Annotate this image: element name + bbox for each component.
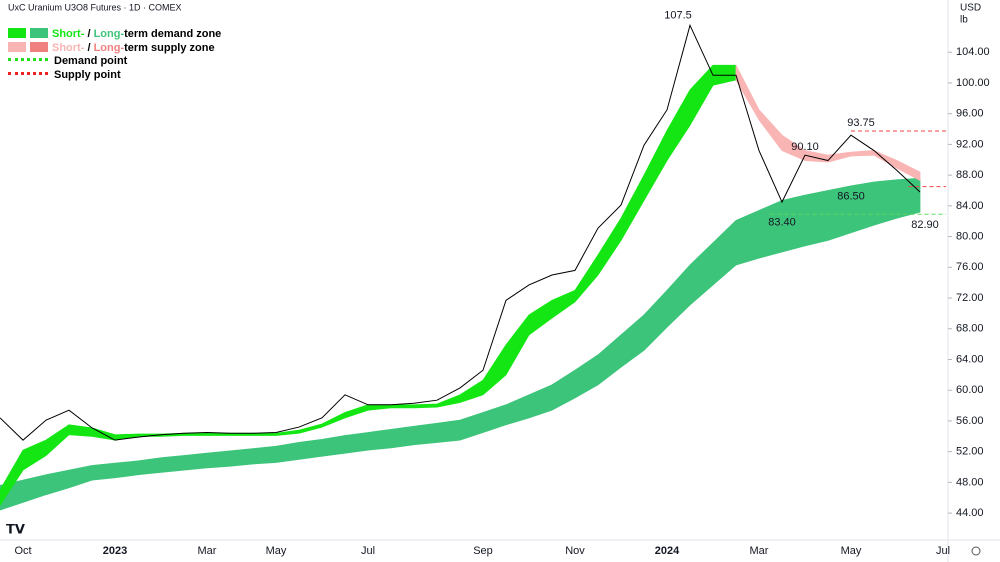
legend-swatch [30,28,48,38]
legend-swatch [8,71,48,75]
legend-text: / [84,41,94,54]
legend-text: term demand zone [124,28,222,40]
y-tick-label: 76.00 [956,261,984,273]
y-tick-label: 48.00 [956,476,984,488]
x-tick-label: 2023 [103,545,127,557]
x-tick-label: Mar [750,545,769,557]
legend-swatch [8,28,26,38]
zone-band [0,177,921,511]
legend-text: Supply point [54,68,121,81]
y-tick-label: 60.00 [956,384,984,396]
zone-band [735,65,921,182]
price-line [0,23,921,441]
legend-item: Supply point [8,69,221,83]
logo[interactable]: 𝗧𝗩 [6,521,25,536]
legend-text: / [84,28,94,40]
legend-text: Short- [52,41,85,54]
plot-area [0,23,946,511]
legend-swatch [8,58,48,61]
y-tick-label: 56.00 [956,415,984,427]
y-tick-label: 44.00 [956,507,984,519]
legend-text: Long- [93,28,125,40]
annotation: 90.10 [791,141,819,153]
y-tick-label: 80.00 [956,230,984,242]
y-tick-label: 84.00 [956,200,984,212]
x-tick-label: May [266,545,287,557]
y-tick-label: 52.00 [956,446,984,458]
annotation: 107.5 [664,9,692,21]
legend-item: Demand point [8,55,221,69]
x-tick-label: Mar [198,545,217,557]
x-tick-label: 2024 [655,545,680,557]
legend-text: term supply zone [124,41,215,54]
y-tick-label: 104.00 [956,46,990,58]
x-tick-label: Oct [14,545,31,557]
legend-item: Short- / Long-term demand zone [8,28,221,42]
currency[interactable]: USD [960,3,981,14]
x-tick-label: Jul [936,545,950,557]
y-tick-label: 100.00 [956,77,990,89]
y-tick-label: 72.00 [956,292,984,304]
y-tick-label: 92.00 [956,138,984,150]
legend: Short- / Long-term demand zone Short- / L… [8,28,221,82]
legend-item: Short- / Long-term supply zone [8,41,221,56]
x-tick-label: Nov [565,545,585,557]
chart-title: UxC Uranium U3O8 Futures · 1D · COMEX [8,2,182,12]
annotation: 82.90 [911,219,939,231]
annotation: 83.40 [768,216,796,228]
y-tick-label: 68.00 [956,323,984,335]
x-tick-label: Sep [473,545,493,557]
legend-swatch [30,41,48,52]
legend-text: Short- [52,28,85,40]
x-tick-label: May [841,545,862,557]
unit[interactable]: lb [960,15,968,26]
annotation: 86.50 [837,191,865,203]
x-tick-label: Jul [361,545,375,557]
legend-text: Demand point [54,55,128,67]
legend-swatch [8,41,26,52]
y-tick-label: 96.00 [956,108,984,120]
legend-text: Long- [93,41,125,54]
settings-icon[interactable] [971,546,981,556]
y-tick-label: 88.00 [956,169,984,181]
y-tick-label: 64.00 [956,353,984,365]
annotation: 93.75 [847,117,875,129]
